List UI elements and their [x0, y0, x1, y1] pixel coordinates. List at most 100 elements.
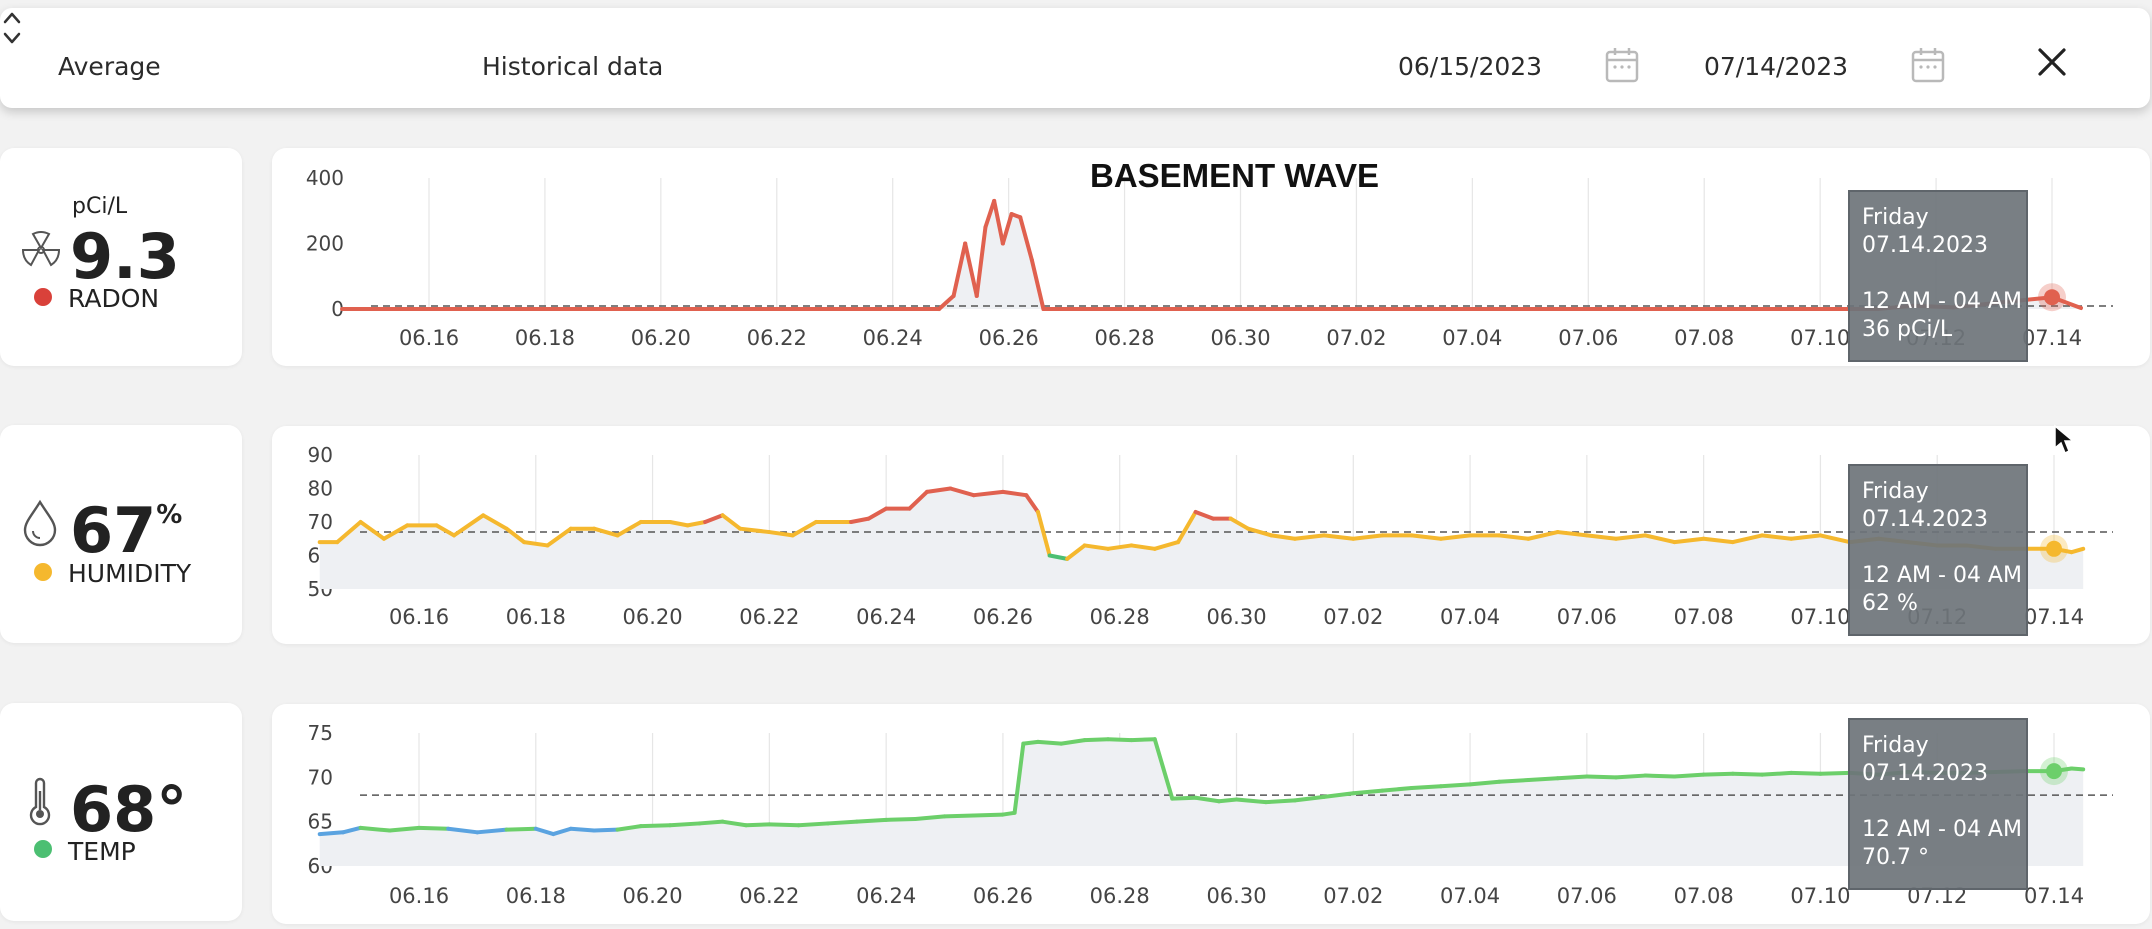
series-line-segment [685, 520, 708, 528]
end-date-input[interactable]: 07/14/2023 [1704, 52, 1849, 81]
highlight-point [2046, 540, 2062, 557]
series-line-segment [1497, 777, 1531, 784]
series-line-segment [951, 241, 968, 298]
series-line-segment [1555, 530, 1589, 538]
tooltip-time: 12 AM - 04 AM [1862, 289, 2022, 314]
radon-metric-card: pCi/L 9.3 RADON [0, 148, 242, 366]
series-area [319, 739, 2084, 866]
x-tick-label: 07.02 [1326, 326, 1386, 350]
humidity-value: 67% [70, 500, 182, 562]
series-line-segment [1106, 543, 1134, 551]
series-line-segment [942, 813, 976, 819]
series-line-segment [504, 826, 538, 832]
series-line-segment [1269, 533, 1297, 541]
x-tick-label: 07.14 [2024, 884, 2084, 908]
series-line-segment [668, 520, 690, 528]
series-line-segment [475, 827, 509, 835]
series-line-segment [1176, 509, 1198, 545]
series-line-segment [1012, 741, 1026, 815]
series-line-segment [434, 523, 457, 538]
series-line-segment [1129, 543, 1157, 551]
humidity-status-dot [34, 563, 52, 581]
temp-tooltip: Friday 07.14.2023 12 AM - 04 AM 70.7 ° [1848, 718, 2028, 890]
series-line-segment [703, 513, 725, 524]
series-line-segment [1701, 536, 1735, 545]
series-line-segment [983, 198, 997, 230]
series-line-segment [533, 826, 556, 837]
series-line-segment [638, 823, 673, 829]
x-tick-label: 07.08 [1674, 884, 1734, 908]
series-line-segment [1292, 533, 1327, 541]
series-line-segment [522, 540, 550, 548]
tooltip-day: Friday [1862, 733, 1929, 758]
x-tick-label: 06.28 [1090, 884, 1150, 908]
close-icon[interactable] [2036, 46, 2068, 78]
series-line-segment [1818, 770, 1852, 776]
series-line-segment [1246, 526, 1274, 538]
series-line-segment [1497, 533, 1531, 541]
x-tick-label: 06.24 [856, 884, 916, 908]
series-line-segment [1351, 788, 1385, 796]
x-tick-label: 06.22 [739, 884, 799, 908]
series-line-segment [317, 830, 346, 837]
series-line-segment [948, 486, 976, 498]
view-mode-label: Historical data [482, 52, 664, 81]
temp-metric-card: 68° TEMP [0, 703, 242, 921]
series-line-segment [1029, 257, 1046, 311]
series-line-segment [1082, 543, 1111, 551]
series-line-segment [381, 523, 410, 541]
series-line-segment [866, 506, 889, 521]
series-line-segment [854, 817, 889, 824]
x-tick-label: 06.20 [631, 326, 691, 350]
series-line-segment [1380, 785, 1414, 793]
series-line-segment [592, 526, 620, 538]
x-tick-label: 07.04 [1440, 884, 1500, 908]
x-tick-label: 07.08 [1674, 326, 1734, 350]
calendar-icon[interactable] [1911, 46, 1945, 84]
series-line-segment [1760, 533, 1794, 541]
series-line-segment [1409, 533, 1443, 541]
series-line-segment [697, 819, 725, 826]
radon-unit: pCi/L [72, 194, 128, 219]
temp-status-dot [34, 840, 52, 858]
series-line-segment [1643, 773, 1677, 779]
series-line-segment [358, 825, 392, 833]
radon-value: 9.3 [70, 220, 180, 293]
series-line-segment [1672, 772, 1706, 779]
series-line-segment [1292, 794, 1327, 803]
series-line-segment [767, 822, 801, 828]
tooltip-time: 12 AM - 04 AM [1862, 563, 2022, 588]
aggregate-select[interactable]: Average [58, 52, 161, 81]
series-line-segment [615, 520, 643, 538]
tooltip-date: 07.14.2023 [1862, 507, 1988, 532]
start-date-input[interactable]: 06/15/2023 [1398, 52, 1543, 81]
radon-tooltip: Friday 07.14.2023 12 AM - 04 AM 36 pCi/L [1848, 190, 2028, 362]
series-line-segment [1024, 493, 1040, 514]
series-line-segment [744, 822, 772, 828]
x-tick-label: 07.04 [1442, 326, 1502, 350]
series-line-segment [1730, 533, 1765, 545]
series-line-segment [1193, 795, 1221, 804]
series-line-segment [720, 513, 743, 531]
series-line-segment [1018, 215, 1034, 262]
x-tick-label: 07.10 [1790, 884, 1850, 908]
x-tick-label: 06.24 [863, 326, 923, 350]
series-line-segment [592, 827, 620, 833]
series-line-segment [790, 520, 819, 538]
y-tick-label: 90 [308, 443, 333, 467]
tooltip-reading: 70.7 ° [1862, 845, 1929, 870]
series-line-segment [1152, 737, 1175, 801]
series-line-segment [615, 824, 643, 832]
temp-value: 68° [70, 773, 188, 846]
series-line-segment [1526, 530, 1560, 541]
select-arrows-icon[interactable] [0, 8, 24, 48]
calendar-icon[interactable] [1605, 46, 1639, 84]
series-line-segment [1216, 797, 1239, 804]
series-line-segment [1614, 533, 1648, 541]
x-tick-label: 07.02 [1323, 884, 1383, 908]
x-tick-label: 06.20 [623, 605, 683, 629]
series-line-segment [358, 520, 386, 541]
series-line-segment [1170, 795, 1198, 801]
series-line-segment [1555, 774, 1589, 781]
x-tick-label: 07.06 [1558, 326, 1618, 350]
